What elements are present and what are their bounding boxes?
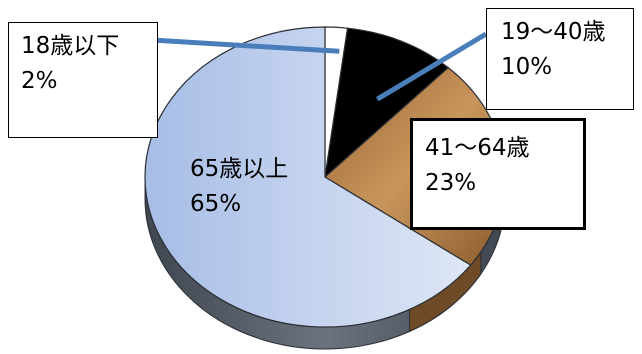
leader-lines [151,31,488,102]
slice-value-18-under: 2% [21,67,58,94]
slice-label-18-under: 18歳以下 [21,33,120,59]
slice-label-41-64: 41〜64歳 [425,135,530,161]
slice-label-65-over: 65歳以上 [190,156,289,182]
slice-value-65-over: 65% [190,190,242,217]
callout-41-64: 41〜64歳 23% [410,118,586,230]
slice-value-19-40: 10% [501,53,553,80]
slice-value-41-64: 23% [425,169,477,196]
callout-19-40: 19〜40歳 10% [486,8,634,110]
slice-65-over [144,26,472,328]
callout-18-under: 18歳以下 2% [8,22,158,138]
leader-line-18-under [151,37,340,54]
label-65-over: 65歳以上 65% [190,152,288,221]
leader-line-19-40 [376,31,488,102]
slice-label-19-40: 19〜40歳 [501,19,606,45]
pie-top [144,26,506,328]
slice-19-40 [324,27,450,179]
